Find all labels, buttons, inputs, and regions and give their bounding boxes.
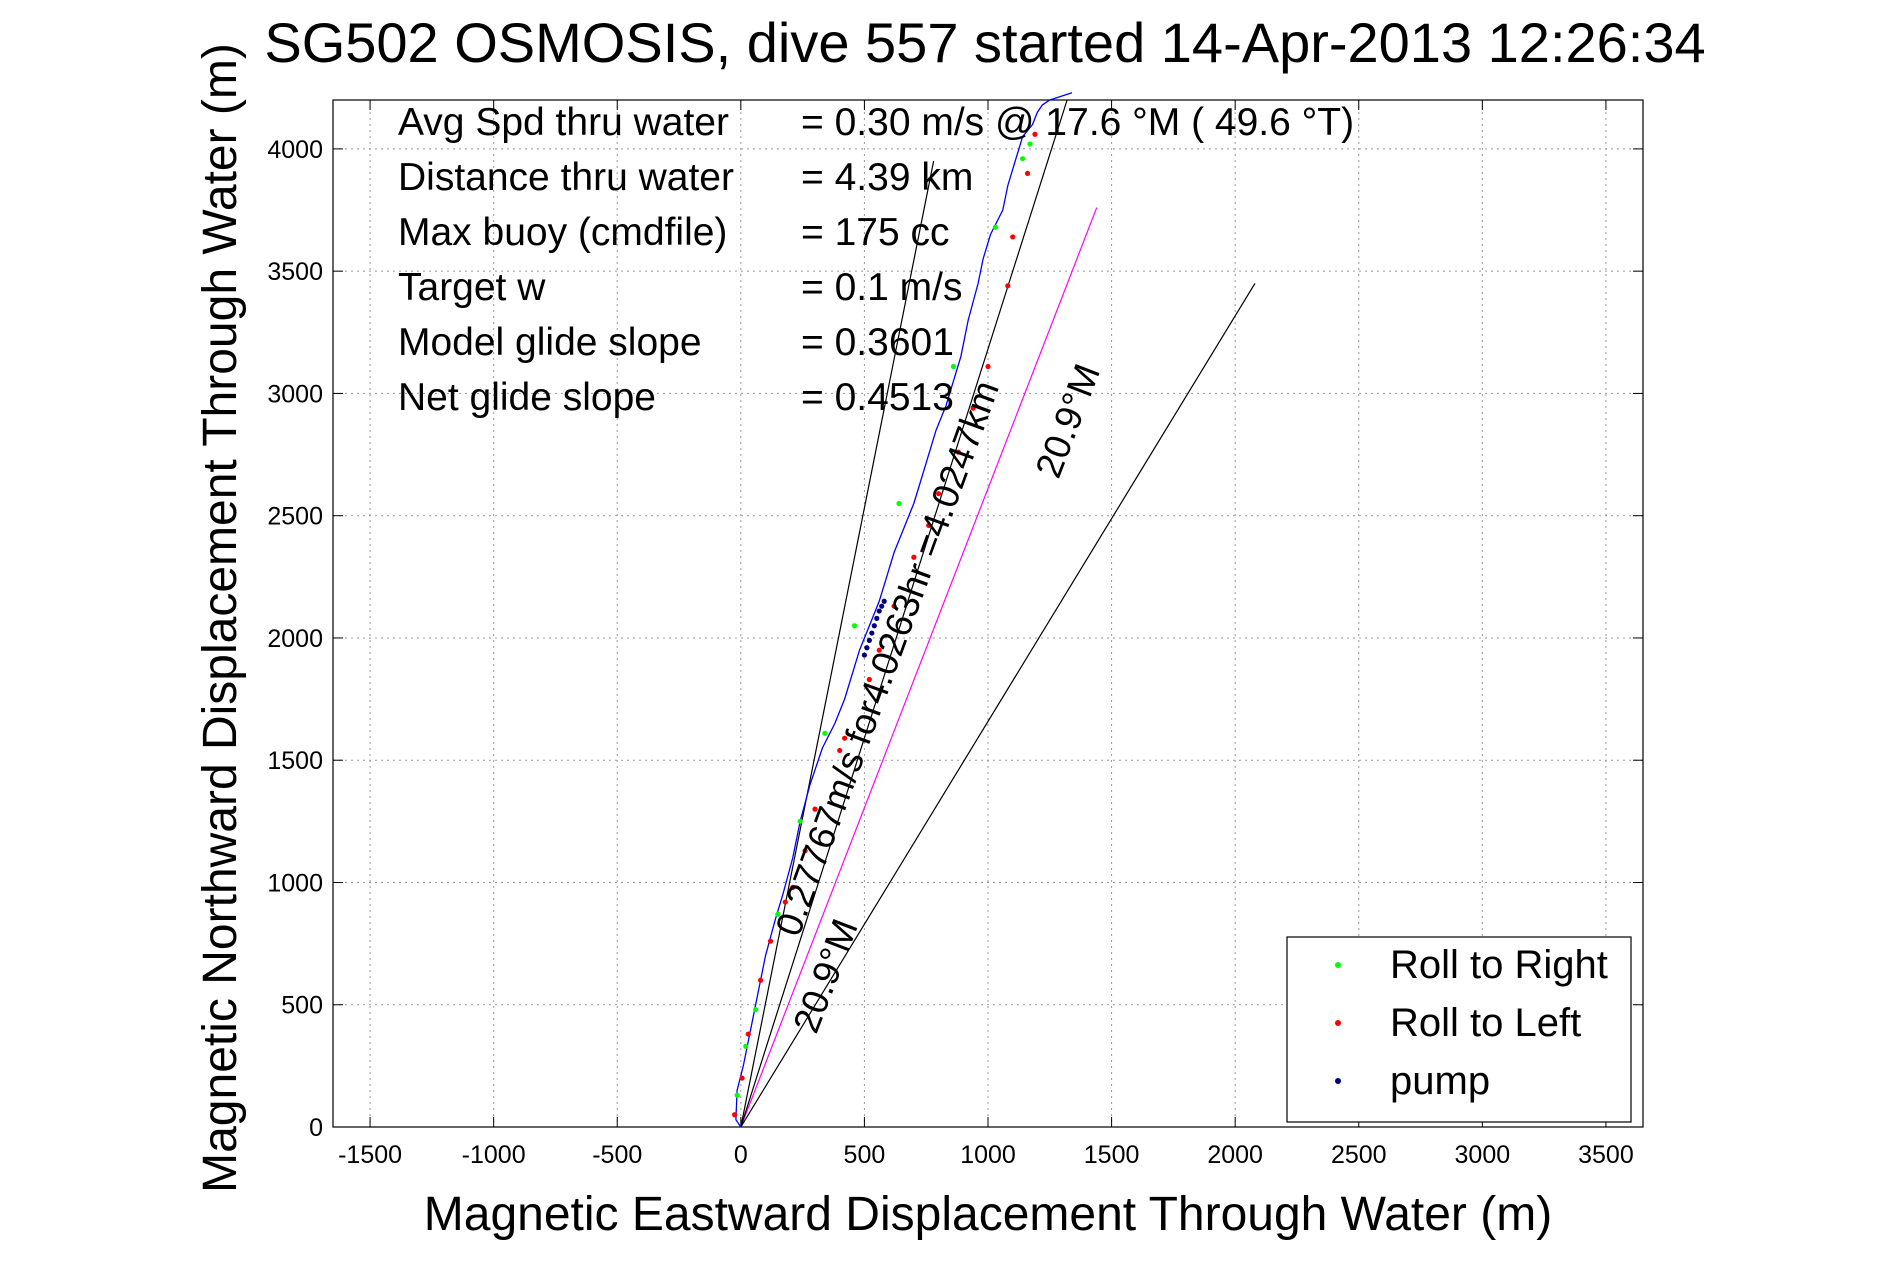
stats-block: Avg Spd thru water = 0.30 m/s @ 17.6 °M (…	[398, 101, 1354, 419]
roll-left-point	[926, 522, 932, 529]
roll-left-point	[866, 676, 872, 683]
roll-left-point	[758, 977, 764, 983]
legend-marker	[1335, 1020, 1341, 1026]
ref-black-shallow-line	[740, 283, 1256, 1128]
roll-right-point	[734, 1092, 740, 1098]
roll-right-point	[992, 224, 999, 230]
y-tick-label: 1000	[267, 869, 323, 897]
roll-left-point	[767, 938, 774, 944]
stat-value: = 0.4513	[801, 376, 954, 419]
legend-box	[1286, 936, 1632, 1123]
x-tick-label: 1500	[1084, 1141, 1140, 1169]
roll-left-point	[935, 491, 942, 497]
roll-left-point	[802, 848, 808, 854]
stat-value: = 0.1 m/s	[801, 266, 962, 309]
x-tick-label: 0	[734, 1141, 748, 1169]
roll-left-point	[842, 735, 848, 741]
roll-left-point	[782, 899, 788, 905]
ticks: -1500 -1000 -500 0 500 1000 1500 2000 2500 3000 35…	[267, 100, 1643, 1169]
pump-point	[871, 623, 877, 629]
stat-label: Distance thru water	[398, 156, 734, 199]
roll-right-point	[753, 1007, 759, 1013]
legend-marker	[1335, 962, 1341, 968]
legend-entries: Roll to Right Roll to Left pump	[1335, 943, 1608, 1103]
roll-left-point	[739, 1075, 745, 1081]
stat-value: = 175 cc	[801, 211, 950, 254]
legend: Roll to Right Roll to Left pump	[1286, 936, 1632, 1123]
roll-right-point	[822, 730, 828, 736]
roll-left-point	[1010, 234, 1016, 240]
stat-value: = 0.3601	[801, 321, 954, 364]
roll-left-point	[1024, 170, 1031, 176]
x-tick-label: -500	[592, 1141, 642, 1169]
roll-left-point	[812, 806, 818, 812]
roll-left-point	[955, 449, 961, 455]
stat-value: = 0.30 m/s @ 17.6 °M ( 49.6 °T)	[801, 101, 1354, 144]
stat-label: Target w	[398, 266, 546, 309]
y-axis-label: Magnetic Northward Displacement Through …	[194, 43, 247, 1193]
pump-point	[874, 615, 880, 621]
x-tick-label: 2000	[1207, 1141, 1263, 1169]
roll-right-point	[1027, 141, 1033, 147]
ref-black-mid-line	[740, 99, 1068, 1128]
stat-value: = 4.39 km	[801, 156, 973, 199]
pump-point	[881, 598, 887, 604]
roll-left-point	[891, 603, 897, 609]
stat-label: Avg Spd thru water	[398, 101, 729, 144]
chart-title: SG502 OSMOSIS, dive 557 started 14-Apr-2…	[264, 11, 1705, 74]
y-tick-label: 3500	[267, 258, 323, 286]
roll-right-point	[950, 363, 956, 370]
stat-label: Max buoy (cmdfile)	[398, 211, 727, 254]
ref-magenta-line	[740, 207, 1098, 1128]
stat-label: Model glide slope	[398, 321, 702, 364]
x-axis-label: Magnetic Eastward Displacement Through W…	[424, 1188, 1552, 1241]
roll-left-point	[911, 554, 917, 560]
roll-right-point	[775, 911, 781, 917]
roll-left-point	[970, 405, 976, 411]
roll-right-point	[743, 1043, 749, 1049]
x-tick-label: 3500	[1578, 1141, 1634, 1169]
pump-point	[864, 645, 870, 651]
pump-point	[861, 652, 868, 658]
x-tick-label: -1500	[338, 1141, 402, 1169]
x-tick-label: 500	[844, 1141, 886, 1169]
roll-left-point	[876, 647, 882, 653]
stat-label: Net glide slope	[398, 376, 656, 419]
x-tick-label: 2500	[1331, 1141, 1387, 1169]
y-tick-label: 2000	[267, 625, 323, 653]
legend-label: pump	[1390, 1059, 1490, 1103]
y-tick-label: 3000	[267, 380, 323, 408]
pump-point	[869, 630, 875, 636]
series-layer	[732, 92, 1256, 1128]
roll-right-point	[851, 623, 858, 629]
pump-point	[876, 608, 882, 614]
x-tick-label: 3000	[1455, 1141, 1511, 1169]
y-tick-label: 2500	[267, 503, 323, 531]
x-tick-label: 1000	[960, 1141, 1016, 1169]
roll-right-point	[797, 818, 803, 824]
roll-left-point	[790, 884, 796, 890]
ref-black-steep-line	[740, 161, 935, 1128]
legend-label: Roll to Right	[1390, 943, 1608, 987]
x-tick-label: -1000	[462, 1141, 526, 1169]
roll-left-point	[1005, 283, 1011, 289]
y-tick-label: 1500	[267, 747, 323, 775]
y-tick-label: 0	[309, 1114, 323, 1142]
roll-left-point	[732, 1112, 738, 1118]
roll-right-point	[896, 500, 902, 507]
y-tick-label: 500	[281, 992, 323, 1020]
legend-label: Roll to Left	[1390, 1001, 1581, 1045]
roll-right-point	[1020, 156, 1026, 162]
y-tick-label: 4000	[267, 136, 323, 164]
pump-point	[866, 637, 872, 643]
roll-left-point	[837, 747, 843, 754]
roll-left-point	[1032, 131, 1038, 137]
roll-left-point	[745, 1031, 751, 1037]
pump-point	[879, 603, 885, 609]
roll-left-point	[985, 363, 991, 370]
legend-marker	[1335, 1078, 1341, 1084]
